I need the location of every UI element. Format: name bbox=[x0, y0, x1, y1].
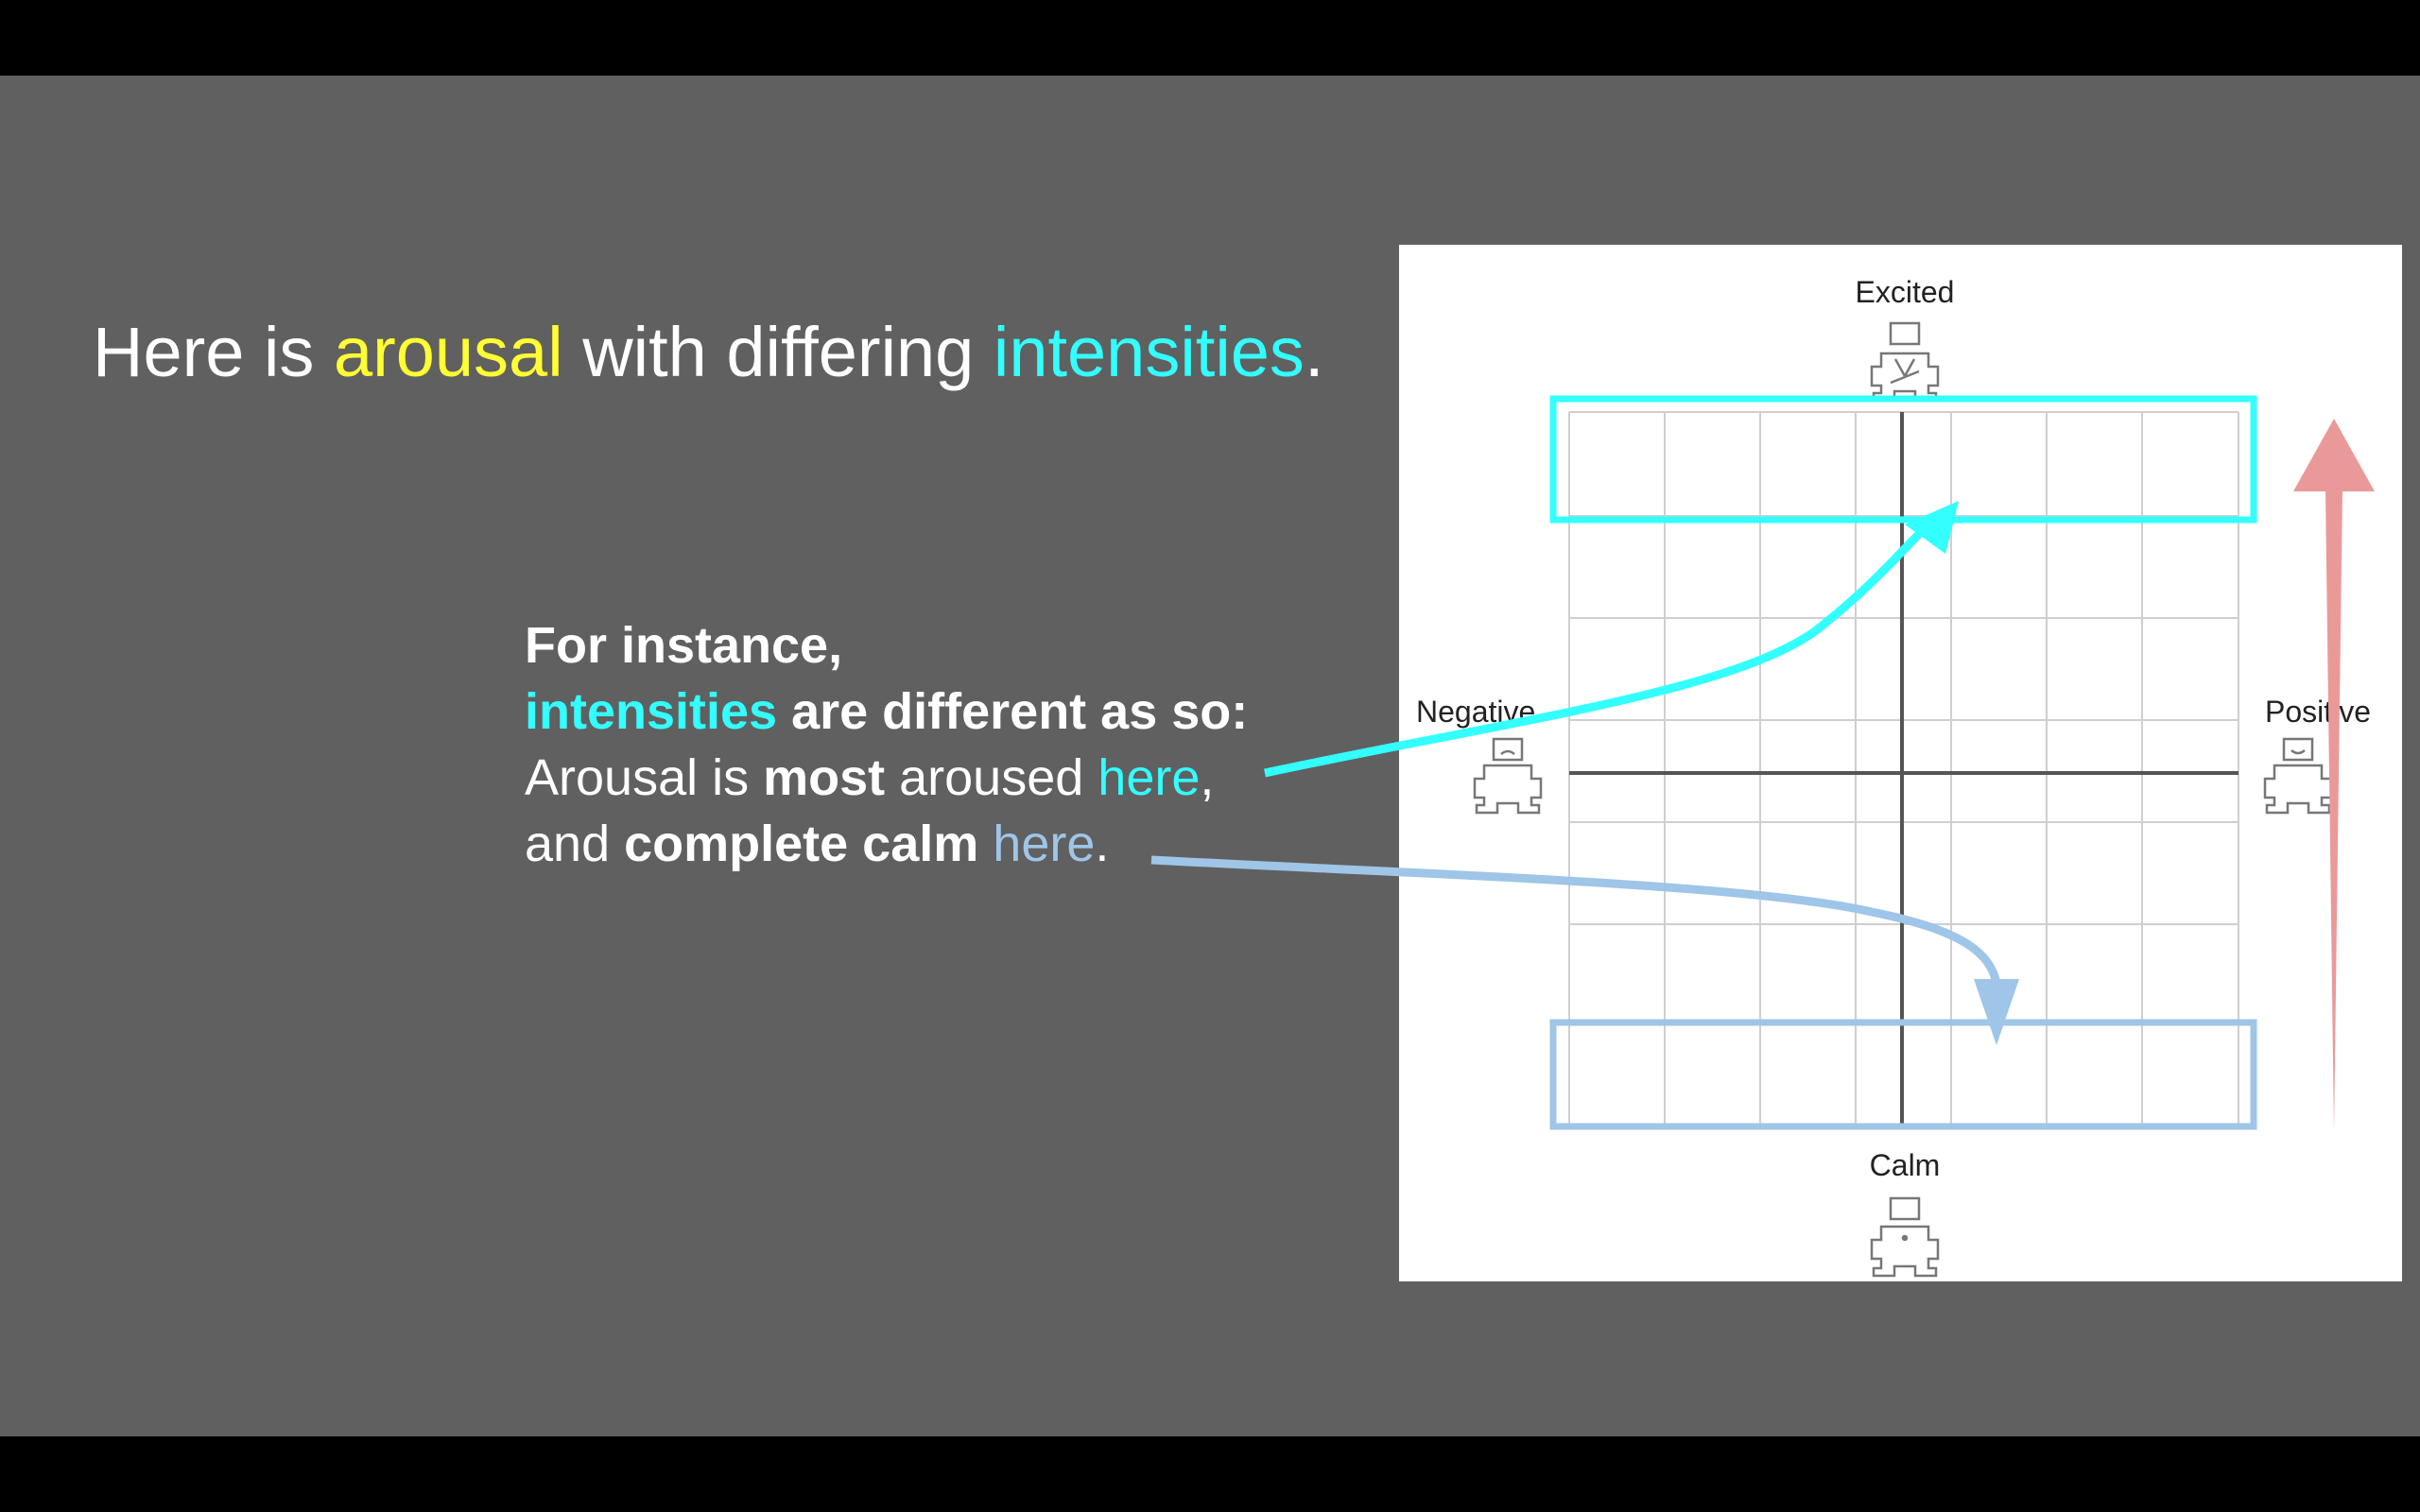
body-line-3-a: Arousal is bbox=[525, 749, 764, 806]
most-aroused-box bbox=[1549, 395, 2257, 524]
complete-calm-box bbox=[1549, 1019, 2257, 1130]
body-line-4-a: and bbox=[525, 816, 625, 872]
positive-manikin-icon bbox=[2263, 737, 2333, 815]
calm-pointer-arrow bbox=[1150, 855, 2001, 985]
negative-manikin-icon bbox=[1473, 737, 1543, 815]
body-intensities: intensities bbox=[525, 683, 778, 740]
body-most: most bbox=[763, 749, 886, 806]
aroused-pointer-arrow bbox=[1264, 530, 1923, 778]
aroused-pointer-arrowhead bbox=[1905, 501, 1959, 554]
intensity-arrow bbox=[2293, 419, 2375, 1132]
slide-title: Here is arousal with differing intensiti… bbox=[93, 312, 1324, 392]
body-line-4-d: . bbox=[1095, 816, 1110, 872]
label-positive: Positive bbox=[2265, 695, 2371, 729]
calm-manikin-icon bbox=[1870, 1196, 1940, 1278]
label-excited: Excited bbox=[1856, 275, 1955, 309]
excited-manikin-icon bbox=[1870, 321, 1940, 403]
body-line-3-d: , bbox=[1200, 749, 1215, 806]
title-text-3: . bbox=[1304, 313, 1324, 391]
body-line-4: and complete calm here. bbox=[525, 811, 1248, 877]
grid-axes bbox=[1569, 412, 2238, 1125]
body-complete-calm: complete calm bbox=[624, 816, 979, 872]
body-line-1: For instance, bbox=[525, 617, 843, 674]
title-arousal: arousal bbox=[333, 313, 563, 391]
body-here-aroused: here bbox=[1098, 749, 1201, 806]
body-here-calm: here bbox=[993, 816, 1096, 872]
body-line-2-rest: are different as so: bbox=[777, 683, 1249, 740]
label-calm: Calm bbox=[1870, 1148, 1941, 1182]
body-line-2: intensities are different as so: bbox=[525, 679, 1248, 745]
title-intensities: intensities bbox=[993, 313, 1305, 391]
title-text-2: with differing bbox=[562, 313, 994, 391]
body-text: For instance, intensities are different … bbox=[525, 612, 1248, 877]
body-line-3: Arousal is most aroused here, bbox=[525, 745, 1248, 811]
body-line-3-c: aroused bbox=[885, 749, 1098, 806]
title-text-1: Here is bbox=[93, 313, 334, 391]
calm-pointer-arrowhead bbox=[1974, 979, 2019, 1045]
